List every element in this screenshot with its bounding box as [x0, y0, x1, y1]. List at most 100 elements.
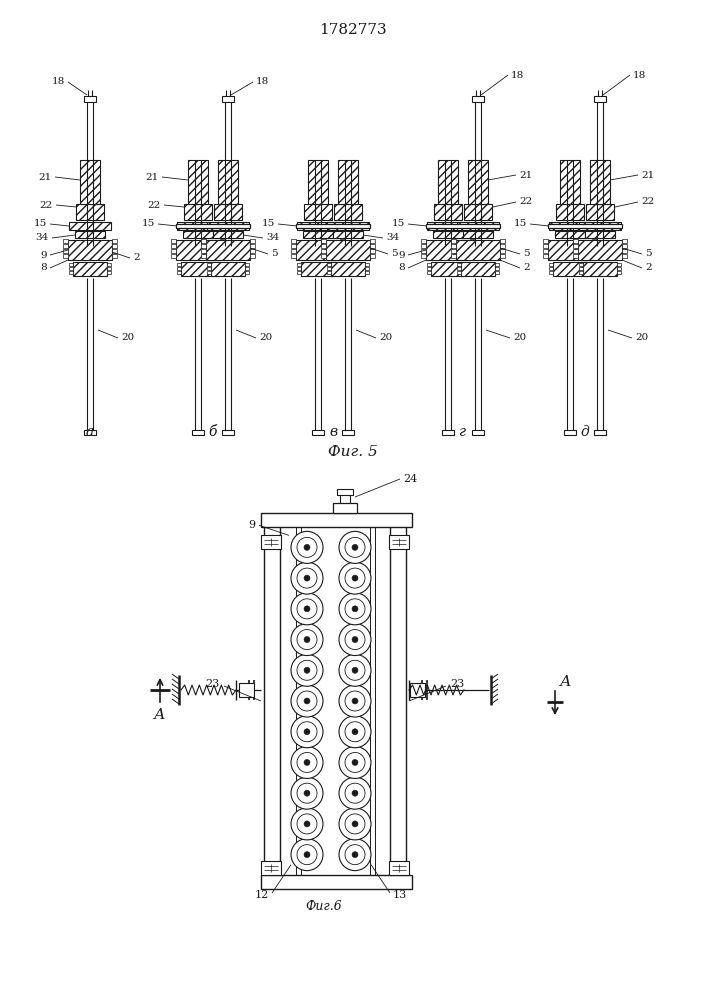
Bar	[63, 254, 68, 258]
Bar	[451, 249, 456, 253]
Bar	[583, 262, 617, 276]
Bar	[340, 249, 345, 253]
Circle shape	[291, 531, 323, 563]
Text: 34: 34	[266, 233, 279, 242]
Circle shape	[339, 624, 371, 656]
Text: 8: 8	[398, 263, 405, 272]
Bar	[215, 263, 219, 266]
Bar	[183, 231, 213, 238]
Circle shape	[339, 654, 371, 686]
Bar	[548, 240, 592, 260]
Circle shape	[304, 759, 310, 765]
Bar	[337, 489, 353, 495]
Bar	[201, 254, 206, 258]
Bar	[590, 160, 610, 204]
Bar	[297, 263, 301, 266]
Bar	[622, 249, 627, 253]
Bar	[63, 244, 68, 248]
Bar	[573, 244, 578, 248]
Bar	[207, 222, 249, 230]
Text: 18: 18	[633, 70, 646, 80]
Bar	[220, 244, 225, 248]
Bar	[184, 204, 212, 220]
Bar	[470, 254, 475, 258]
Bar	[592, 239, 597, 243]
Bar	[188, 160, 208, 204]
Bar	[457, 263, 461, 266]
Circle shape	[304, 790, 310, 796]
Bar	[80, 160, 100, 204]
Bar	[573, 254, 578, 258]
Bar	[177, 222, 219, 230]
Bar	[365, 267, 369, 270]
Text: 2: 2	[133, 253, 139, 262]
Bar	[579, 222, 621, 230]
Text: 20: 20	[259, 334, 272, 342]
Bar	[264, 517, 280, 885]
Bar	[592, 249, 597, 253]
Bar	[586, 204, 614, 220]
Bar	[338, 160, 358, 204]
Bar	[342, 430, 354, 435]
Bar	[543, 249, 548, 253]
Bar	[427, 263, 431, 266]
Bar	[500, 239, 505, 243]
Bar	[171, 254, 176, 258]
Text: 15: 15	[392, 220, 405, 229]
Bar	[207, 267, 211, 270]
Circle shape	[297, 660, 317, 680]
Bar	[218, 160, 238, 204]
Bar	[312, 430, 324, 435]
Bar	[594, 430, 606, 435]
Bar	[68, 240, 112, 260]
Text: 15: 15	[262, 220, 275, 229]
Bar	[63, 239, 68, 243]
Bar	[296, 240, 340, 260]
Bar	[296, 517, 301, 885]
Text: 18: 18	[511, 70, 525, 80]
Bar	[192, 430, 204, 435]
Bar	[426, 240, 470, 260]
Circle shape	[352, 790, 358, 796]
Text: 9: 9	[248, 520, 255, 530]
Bar	[365, 263, 369, 266]
Bar	[321, 244, 326, 248]
Text: 20: 20	[635, 334, 648, 342]
Bar	[340, 254, 345, 258]
Circle shape	[297, 599, 317, 619]
Bar	[495, 263, 499, 266]
Bar	[560, 160, 580, 204]
Bar	[211, 262, 245, 276]
Circle shape	[352, 606, 358, 612]
Bar	[171, 244, 176, 248]
Text: 34: 34	[36, 233, 49, 242]
Bar	[334, 204, 362, 220]
Circle shape	[345, 660, 365, 680]
Bar	[69, 222, 111, 230]
Bar	[250, 239, 255, 243]
Bar	[389, 861, 409, 875]
Bar	[340, 244, 345, 248]
Circle shape	[339, 531, 371, 563]
Circle shape	[291, 839, 323, 871]
Bar	[112, 239, 117, 243]
Bar	[206, 240, 250, 260]
Circle shape	[339, 593, 371, 625]
Bar	[370, 239, 375, 243]
Circle shape	[297, 691, 317, 711]
Bar	[69, 267, 73, 270]
Bar	[573, 239, 578, 243]
Circle shape	[352, 729, 358, 735]
Circle shape	[345, 537, 365, 557]
Text: 21: 21	[39, 172, 52, 182]
Text: 22: 22	[641, 198, 654, 207]
Bar	[500, 249, 505, 253]
Bar	[438, 160, 458, 204]
Circle shape	[339, 777, 371, 809]
Bar	[543, 239, 548, 243]
Circle shape	[304, 575, 310, 581]
Bar	[457, 271, 461, 274]
Bar	[308, 160, 328, 204]
Circle shape	[304, 698, 310, 704]
Text: А: А	[560, 675, 571, 689]
